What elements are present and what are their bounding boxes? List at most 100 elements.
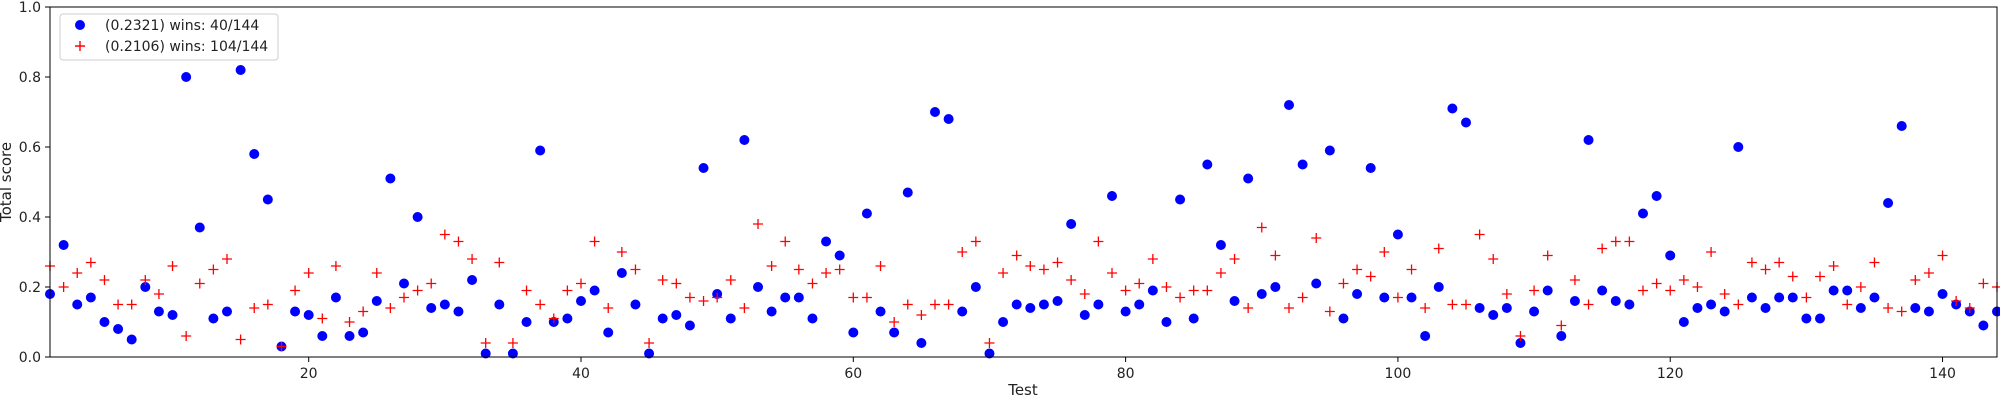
data-point-red [616, 247, 627, 257]
x-tick-label: 80 [1117, 366, 1135, 382]
data-point-red [1392, 292, 1403, 303]
y-axis-label: Total score [0, 142, 15, 223]
data-point-red [358, 306, 369, 317]
data-point-blue [1052, 296, 1063, 306]
data-point-blue [113, 324, 124, 334]
data-point-blue [507, 348, 518, 359]
data-point-blue [957, 306, 968, 317]
data-point-red [1488, 254, 1499, 264]
data-point-red [562, 285, 573, 296]
data-point-red [1815, 271, 1825, 282]
data-point-blue [181, 72, 192, 82]
data-point-blue [1120, 306, 1131, 317]
data-point-red [535, 299, 546, 310]
data-point-red [821, 268, 832, 278]
data-point-blue [1760, 303, 1771, 313]
data-point-red [1733, 299, 1744, 310]
data-point-red [930, 299, 940, 310]
data-point-red [276, 341, 287, 352]
data-point-red [1923, 268, 1934, 278]
data-point-blue [1746, 292, 1757, 303]
data-point-red [712, 292, 723, 303]
legend: (0.2321) wins: 40/144 (0.2106) wins: 104… [59, 13, 279, 61]
data-point-red [494, 257, 505, 268]
data-point-blue [85, 292, 96, 303]
data-point-red [1569, 275, 1580, 285]
data-point-blue [1297, 159, 1308, 170]
data-point-blue [235, 65, 246, 75]
x-tick-label: 60 [844, 366, 862, 382]
data-point-blue [684, 320, 695, 331]
data-point-blue [657, 313, 668, 324]
data-point-red [998, 268, 1009, 278]
data-point-blue [1801, 313, 1812, 324]
data-point-red [970, 236, 981, 247]
data-point-red [521, 285, 532, 296]
data-point-blue [998, 317, 1009, 327]
data-point-red [1842, 299, 1853, 310]
data-point-blue [1256, 289, 1267, 299]
data-point-blue [439, 299, 450, 310]
data-point-red [1229, 254, 1240, 264]
data-point-red [507, 338, 518, 348]
data-point-red [576, 278, 586, 289]
data-point-blue [1569, 296, 1580, 306]
data-point-blue [1515, 338, 1526, 348]
data-point-blue [1229, 296, 1240, 306]
data-point-red [1678, 275, 1689, 285]
data-point-red [1352, 264, 1363, 275]
data-point-blue [1134, 299, 1145, 310]
data-point-red [1597, 243, 1608, 254]
data-point-blue [99, 317, 110, 327]
data-point-red [1474, 229, 1485, 240]
plot-area [50, 7, 1997, 357]
data-point-blue [249, 149, 260, 159]
data-point-blue [1883, 198, 1894, 208]
data-point-red [1542, 250, 1553, 261]
data-point-blue [317, 331, 328, 341]
data-point-red [739, 303, 750, 313]
data-point-red [1883, 303, 1894, 313]
data-point-blue [1665, 250, 1676, 261]
data-point-blue [848, 327, 859, 338]
data-point-blue [1501, 303, 1512, 313]
data-point-red [1951, 296, 1962, 306]
data-point-blue [521, 317, 532, 327]
data-point-blue [875, 306, 886, 317]
data-point-red [1869, 257, 1880, 268]
data-point-red [875, 261, 886, 271]
y-tick-label: 0.8 [19, 70, 41, 86]
data-point-red [1256, 222, 1267, 233]
data-point-blue [1392, 229, 1403, 240]
data-point-red [85, 257, 96, 268]
data-point-red [1338, 278, 1349, 289]
y-tick-label: 1.0 [19, 0, 41, 16]
data-point-red [902, 299, 913, 310]
data-point-blue [984, 348, 995, 359]
data-point-blue [753, 282, 763, 292]
data-point-red [1801, 292, 1812, 303]
data-point-blue [725, 313, 736, 324]
data-point-red [793, 264, 804, 275]
data-point-blue [1678, 317, 1689, 327]
data-point-blue [1828, 285, 1839, 296]
data-point-red [194, 278, 205, 289]
data-point-blue [399, 278, 409, 289]
data-point-red [1964, 303, 1975, 313]
data-point-blue [766, 306, 777, 317]
data-point-blue [262, 194, 273, 205]
data-point-red [589, 236, 600, 247]
data-point-red [222, 254, 232, 264]
x-tick-label: 120 [1657, 366, 1684, 382]
data-point-red [249, 303, 260, 313]
data-point-blue [1038, 299, 1049, 310]
data-point-blue [970, 282, 981, 292]
data-point-blue [303, 310, 314, 320]
data-point-blue [1733, 142, 1744, 152]
data-point-blue [1338, 313, 1349, 324]
data-point-red [1284, 303, 1294, 313]
data-point-blue [1433, 282, 1444, 292]
data-point-blue [1488, 310, 1499, 320]
data-point-red [1324, 306, 1335, 317]
